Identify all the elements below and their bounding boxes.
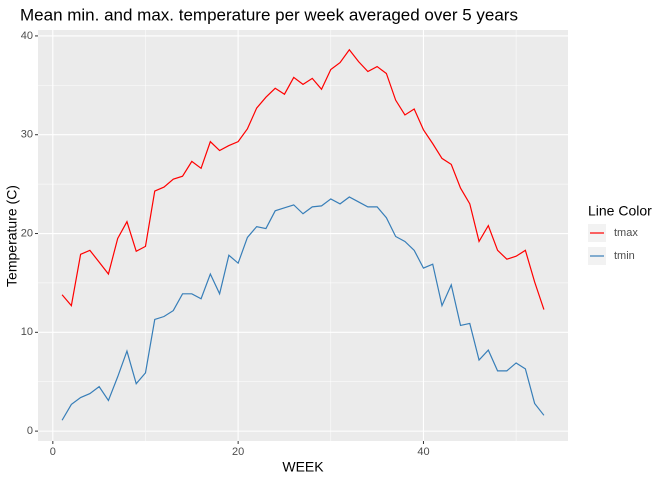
x-tick-label: 0 bbox=[50, 446, 56, 458]
y-tick-label: 40 bbox=[21, 30, 33, 42]
panel bbox=[38, 30, 568, 441]
series-line bbox=[61, 48, 545, 310]
y-tick-label: 20 bbox=[21, 227, 33, 239]
legend-title: Line Color bbox=[588, 203, 652, 219]
x-axis-label: WEEK bbox=[282, 459, 324, 475]
x-tick-label: 20 bbox=[232, 446, 244, 458]
series-line bbox=[61, 196, 545, 421]
y-tick-label: 30 bbox=[21, 129, 33, 141]
chart-title: Mean min. and max. temperature per week … bbox=[20, 5, 518, 24]
x-tick-label: 40 bbox=[417, 446, 429, 458]
y-axis-label: Temperature (C) bbox=[4, 185, 20, 287]
y-tick-label: 10 bbox=[21, 326, 33, 338]
legend-label: tmin bbox=[614, 250, 635, 262]
legend-label: tmax bbox=[614, 227, 638, 239]
y-tick-label: 0 bbox=[27, 425, 33, 437]
